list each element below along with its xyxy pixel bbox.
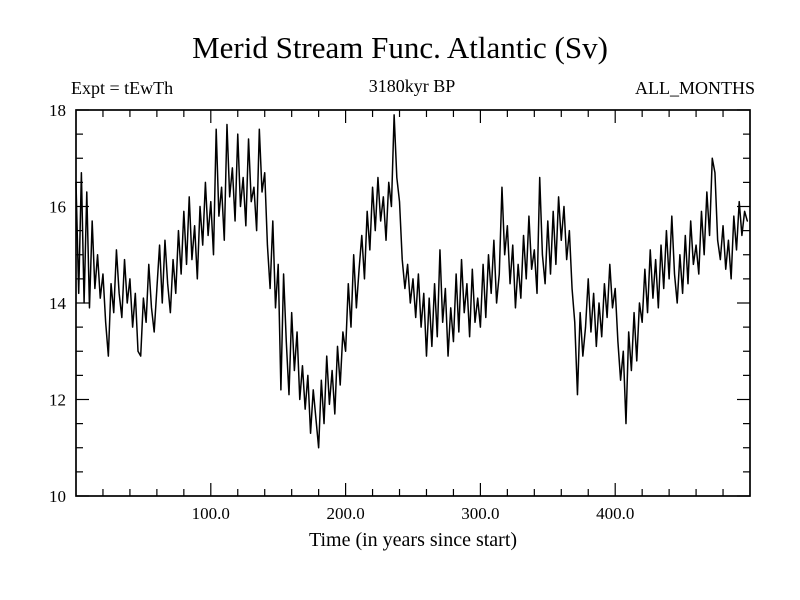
y-tick-label: 14 [49, 294, 67, 313]
x-axis-title: Time (in years since start) [308, 529, 518, 551]
y-tick-label: 10 [49, 487, 66, 506]
axis-box [75, 109, 751, 497]
x-tick-label: 300.0 [461, 504, 499, 523]
y-tick-label: 12 [49, 391, 66, 410]
series-line [75, 114, 749, 449]
y-tick-label: 18 [49, 101, 66, 120]
experiment-label: Expt = tEwTh [71, 78, 174, 98]
time-bp-label: 3180kyr BP [368, 76, 456, 96]
x-tick-label: 200.0 [326, 504, 364, 523]
x-tick-label: 100.0 [192, 504, 230, 523]
chart-title: Merid Stream Func. Atlantic (Sv) [192, 30, 608, 65]
y-tick-label: 16 [49, 198, 66, 217]
months-label: ALL_MONTHS [635, 78, 755, 98]
x-tick-label: 400.0 [596, 504, 634, 523]
